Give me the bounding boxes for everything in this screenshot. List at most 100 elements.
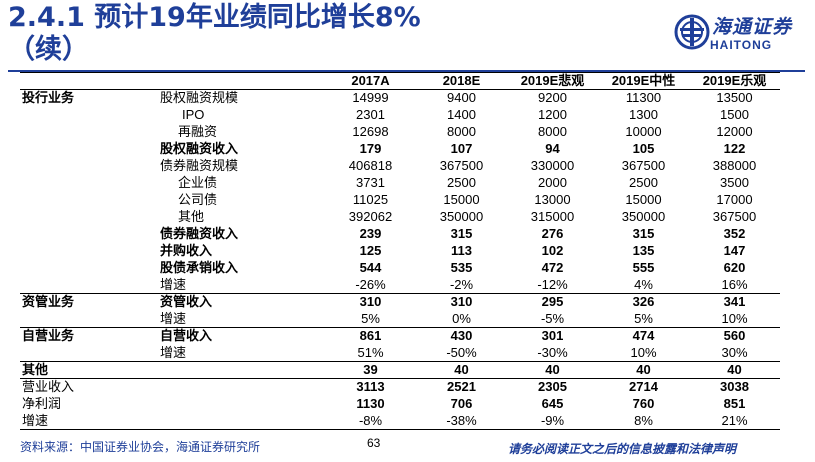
value-cell: -5%: [507, 310, 598, 328]
value-cell: 330000: [530, 158, 575, 173]
value-cell: 8000: [447, 124, 476, 139]
section-label: [20, 243, 160, 260]
section-label: 其他: [20, 361, 160, 379]
value-cell: 5%: [325, 310, 416, 328]
item-label: 其他: [178, 209, 205, 224]
value-cell: 3731: [356, 175, 385, 190]
section-label: [20, 124, 160, 141]
section-label: [20, 141, 160, 158]
value-cell: 10000: [625, 124, 662, 139]
value-cell: 0%: [416, 310, 507, 328]
value-cell: 295: [541, 294, 564, 310]
section-label: [20, 175, 160, 192]
value-cell: 350000: [621, 209, 666, 224]
value-cell: 276: [541, 226, 564, 241]
value-cell: 3038: [720, 379, 749, 395]
header-2019e-neutral: 2019E中性: [598, 72, 689, 90]
value-cell: 851: [723, 396, 746, 411]
value-cell: 13500: [716, 90, 753, 106]
logo-text-cn: 海通证券: [712, 16, 793, 38]
item-label: [160, 379, 325, 396]
value-cell: 430: [450, 328, 473, 344]
value-cell: 315: [450, 226, 473, 241]
value-cell: 12698: [352, 124, 389, 139]
value-cell: 861: [359, 328, 382, 344]
value-cell: 40: [416, 361, 507, 379]
section-label: [20, 310, 160, 328]
value-cell: 1200: [538, 107, 567, 122]
table-row: 营业收入 3113 2521 2305 2714 3038: [20, 379, 780, 396]
item-label: 增速: [160, 344, 325, 362]
value-cell: 179: [359, 141, 382, 156]
table-row: 投行业务 股权融资规模 14999 9400 9200 11300 13500: [20, 90, 780, 107]
value-cell: 367500: [439, 158, 484, 173]
item-label: 再融资: [178, 124, 218, 139]
header-blank-item: [160, 72, 325, 90]
forecast-table: 2017A 2018E 2019E悲观 2019E中性 2019E乐观 投行业务…: [20, 72, 780, 430]
value-cell: 2500: [629, 175, 658, 190]
legal-disclaimer: 请务必阅读正文之后的信息披露和法律声明: [508, 442, 737, 456]
table-row: 股债承销收入 544 535 472 555 620: [20, 260, 780, 277]
value-cell: 406818: [348, 158, 393, 173]
value-cell: 1400: [447, 107, 476, 122]
section-label: 投行业务: [22, 90, 75, 106]
table-row: 增速 5% 0% -5% 5% 10%: [20, 310, 780, 328]
value-cell: 645: [541, 396, 564, 411]
table-row: 净利润 1130 706 645 760 851: [20, 396, 780, 413]
section-label: [20, 260, 160, 277]
item-label: 企业债: [178, 175, 218, 190]
value-cell: 107: [450, 141, 473, 156]
value-cell: 40: [598, 361, 689, 379]
value-cell: 544: [359, 260, 382, 275]
section-label: 资管业务: [22, 294, 75, 310]
value-cell: 3113: [356, 379, 385, 395]
header-2019e-optimistic: 2019E乐观: [689, 72, 780, 90]
value-cell: 21%: [689, 412, 780, 430]
value-cell: 14999: [352, 90, 389, 106]
value-cell: 310: [450, 294, 473, 310]
table-row: 增速 51% -50% -30% 10% 30%: [20, 344, 780, 362]
item-label: 增速: [160, 310, 325, 328]
value-cell: 367500: [712, 209, 757, 224]
item-label: 资管收入: [160, 294, 213, 310]
value-cell: 9400: [447, 90, 476, 106]
table-row: 再融资 12698 8000 8000 10000 12000: [20, 124, 780, 141]
value-cell: -8%: [325, 412, 416, 430]
value-cell: 1300: [629, 107, 658, 122]
value-cell: 5%: [598, 310, 689, 328]
value-cell: 125: [359, 243, 382, 258]
value-cell: 620: [723, 260, 746, 275]
table-header-row: 2017A 2018E 2019E悲观 2019E中性 2019E乐观: [20, 72, 780, 90]
section-label: [20, 192, 160, 209]
value-cell: 122: [723, 141, 746, 156]
section-label: 增速: [20, 412, 160, 430]
logo-text-en: HAITONG: [710, 38, 773, 52]
value-cell: 367500: [621, 158, 666, 173]
value-cell: 2521: [447, 379, 476, 395]
table-row: 其他 392062 350000 315000 350000 367500: [20, 209, 780, 226]
value-cell: 11025: [352, 192, 389, 207]
value-cell: -9%: [507, 412, 598, 430]
value-cell: -2%: [416, 276, 507, 294]
item-label: IPO: [182, 107, 205, 122]
value-cell: 105: [632, 141, 655, 156]
value-cell: 16%: [689, 276, 780, 294]
value-cell: 1130: [356, 396, 385, 411]
value-cell: 102: [541, 243, 564, 258]
value-cell: 12000: [716, 124, 753, 139]
section-label: [20, 158, 160, 175]
item-label: 债券融资收入: [160, 226, 239, 241]
haitong-emblem-icon: [674, 14, 710, 50]
value-cell: 239: [359, 226, 382, 241]
header-2017a: 2017A: [325, 72, 416, 90]
value-cell: 4%: [598, 276, 689, 294]
value-cell: 15000: [625, 192, 662, 207]
value-cell: 17000: [716, 192, 753, 207]
section-label: [20, 107, 160, 124]
value-cell: 39: [325, 361, 416, 379]
table-row: 企业债 3731 2500 2000 2500 3500: [20, 175, 780, 192]
value-cell: 560: [723, 328, 746, 344]
table-row: IPO 2301 1400 1200 1300 1500: [20, 107, 780, 124]
item-label: 债券融资规模: [160, 158, 239, 173]
value-cell: 760: [632, 396, 655, 411]
